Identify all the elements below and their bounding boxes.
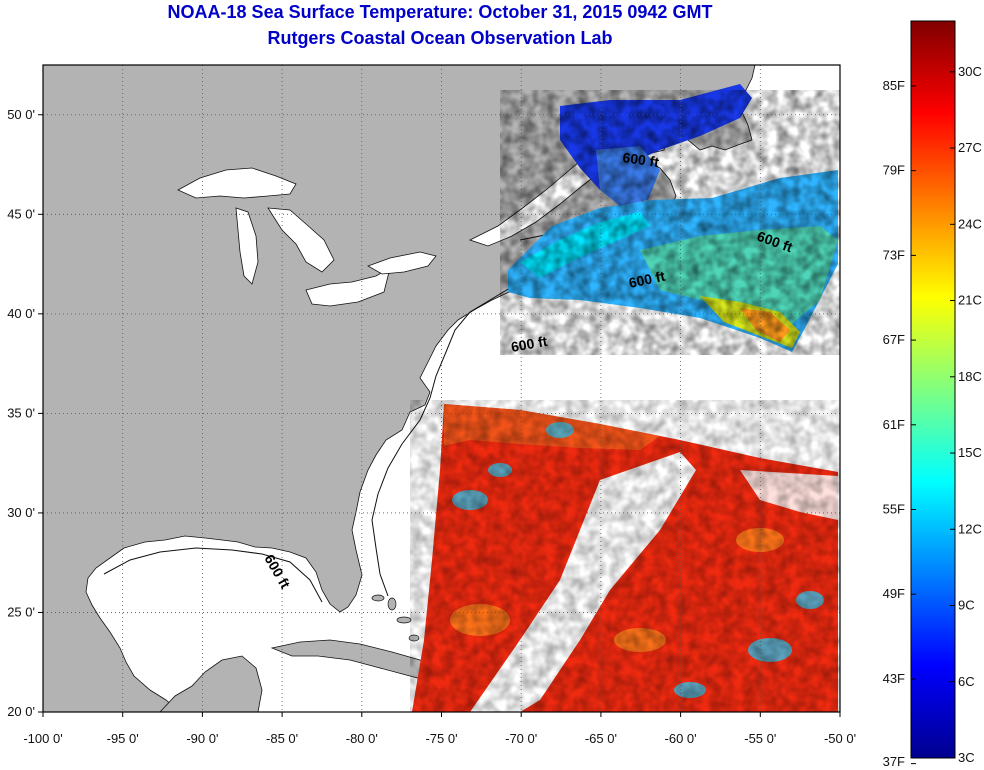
lat-tick-label: 45 0' — [7, 206, 35, 221]
celsius-tick-label: 3C — [958, 750, 975, 765]
fahrenheit-tick-label: 43F — [883, 671, 905, 686]
sst-swath-south — [410, 400, 840, 712]
longitude-axis: -100 0' -95 0' -90 0' -85 0' -80 0' -75 0' -70… — [23, 712, 856, 746]
latitude-axis: 20 0' 25 0' 30 0' 35 0' 40 0' 45 0' 50 0' — [7, 107, 43, 719]
fahrenheit-tick-label: 73F — [883, 247, 905, 262]
celsius-tick-label: 21C — [958, 293, 982, 308]
colorbar-scale — [910, 20, 956, 759]
fahrenheit-tick-label: 85F — [883, 78, 905, 93]
fahrenheit-tick-label: 61F — [883, 417, 905, 432]
lon-tick-label: -90 0' — [186, 731, 218, 746]
lon-tick-label: -85 0' — [266, 731, 298, 746]
lat-tick-label: 25 0' — [7, 604, 35, 619]
map-title: NOAA-18 Sea Surface Temperature: October… — [167, 2, 713, 22]
lon-tick-label: -95 0' — [107, 731, 139, 746]
isobath-label: 600 ft — [627, 268, 666, 291]
celsius-tick-label: 27C — [958, 140, 982, 155]
celsius-tick-label: 18C — [958, 369, 982, 384]
lat-tick-label: 20 0' — [7, 704, 35, 719]
fahrenheit-ticks: 37F 43F 49F 55F 61F 67F 73F 79F 85F — [883, 78, 916, 769]
celsius-tick-label: 6C — [958, 674, 975, 689]
lon-tick-label: -100 0' — [23, 731, 62, 746]
fahrenheit-tick-label: 79F — [883, 163, 905, 178]
lat-tick-label: 50 0' — [7, 107, 35, 122]
celsius-tick-label: 30C — [958, 64, 982, 79]
celsius-tick-label: 15C — [958, 445, 982, 460]
fahrenheit-tick-label: 55F — [883, 502, 905, 517]
celsius-ticks: 3C 6C 9C 12C 15C 18C 21C 24C 27C 30C — [950, 64, 982, 765]
lon-tick-label: -60 0' — [665, 731, 697, 746]
celsius-tick-label: 24C — [958, 216, 982, 231]
lon-tick-label: -55 0' — [744, 731, 776, 746]
celsius-tick-label: 12C — [958, 521, 982, 536]
isobath-label: 600 ft — [622, 149, 661, 170]
fahrenheit-tick-label: 37F — [883, 754, 905, 769]
lat-tick-label: 40 0' — [7, 306, 35, 321]
lon-tick-label: -65 0' — [585, 731, 617, 746]
great-lakes — [177, 167, 437, 307]
lon-tick-label: -70 0' — [505, 731, 537, 746]
map-subtitle: Rutgers Coastal Ocean Observation Lab — [267, 28, 613, 48]
lat-tick-label: 35 0' — [7, 405, 35, 420]
lon-tick-label: -75 0' — [425, 731, 457, 746]
fahrenheit-tick-label: 49F — [883, 586, 905, 601]
lat-tick-label: 30 0' — [7, 505, 35, 520]
graticule — [43, 65, 840, 712]
celsius-tick-label: 9C — [958, 598, 975, 613]
isobath-label: 600 ft — [510, 333, 549, 355]
land-yucatan — [159, 655, 263, 712]
lon-tick-label: -50 0' — [824, 731, 856, 746]
fahrenheit-tick-label: 67F — [883, 332, 905, 347]
lon-tick-label: -80 0' — [346, 731, 378, 746]
sst-swath-north — [500, 84, 840, 355]
